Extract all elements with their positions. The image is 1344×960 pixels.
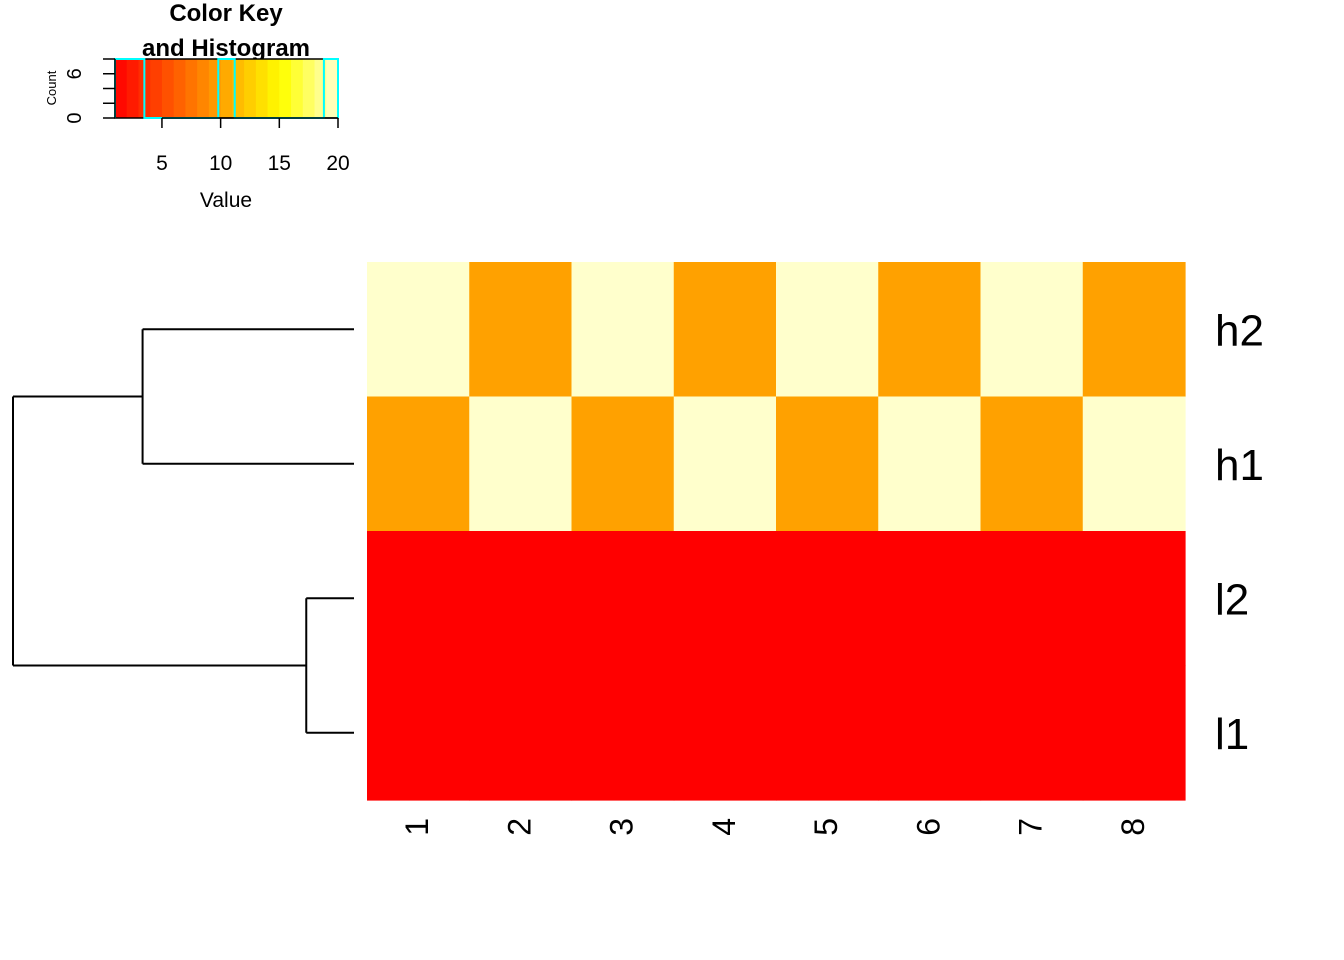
heatmap-cell [469, 262, 573, 398]
color-key-swatch [279, 59, 292, 118]
heatmap-cell [571, 531, 675, 667]
color-key-swatch [302, 59, 316, 118]
heatmap-cell [367, 531, 470, 667]
color-key-x-tick-label: 5 [156, 152, 168, 175]
heatmap-cell [776, 396, 879, 532]
color-key-swatch [244, 59, 257, 118]
heatmap-cell [367, 262, 470, 398]
color-key: Color Key and Histogram 5 10 15 20 06 Value… [44, 0, 350, 212]
heatmap-cell [1082, 665, 1186, 801]
color-key-swatch [291, 59, 304, 118]
color-key-swatch [220, 59, 233, 118]
row-label: h2 [1215, 306, 1264, 355]
column-label: 3 [604, 818, 640, 836]
column-labels: 1 2 3 4 5 6 7 8 [399, 818, 1151, 836]
color-key-title-line2: and Histogram [142, 35, 310, 62]
column-label: 6 [910, 818, 946, 836]
color-key-y-tick-label: 6 [64, 68, 86, 79]
heatmap-cell [571, 396, 675, 532]
color-key-swatch [208, 59, 222, 118]
color-key-swatch [150, 59, 163, 118]
color-key-swatch [197, 59, 210, 118]
color-key-y-axis: 06 [64, 58, 116, 124]
heatmap-cell [1082, 531, 1186, 667]
column-label: 1 [399, 818, 435, 836]
heatmap-cell [980, 262, 1084, 398]
color-key-xlabel: Value [200, 189, 252, 212]
row-label: h1 [1215, 441, 1264, 490]
color-key-swatch [185, 59, 198, 118]
row-label: l2 [1215, 575, 1249, 624]
color-key-swatch [255, 59, 269, 118]
heatmap-cell [469, 396, 573, 532]
heatmap-cell [469, 531, 573, 667]
heatmap-cell [980, 665, 1084, 801]
column-label: 2 [501, 818, 537, 836]
column-label: 4 [706, 818, 742, 836]
heatmap-cell [469, 665, 573, 801]
color-key-swatch [314, 59, 327, 118]
color-key-x-axis: 5 10 15 20 [156, 117, 350, 175]
row-label: l1 [1215, 710, 1249, 759]
heatmap-cell [673, 262, 777, 398]
row-dendrogram [12, 328, 354, 734]
color-key-histogram-line [114, 58, 339, 119]
color-key-y-tick-label: 0 [64, 112, 86, 123]
heatmap-cell [980, 531, 1084, 667]
heatmap-cell [878, 396, 982, 532]
heatmap-cell [776, 531, 879, 667]
heatmap-cell [878, 531, 982, 667]
heatmap-cells [367, 262, 1186, 801]
color-key-swatch [326, 59, 339, 118]
column-label: 7 [1013, 818, 1049, 836]
color-key-swatch [173, 59, 186, 118]
color-key-x-tick-label: 10 [209, 152, 232, 175]
color-key-swatch [161, 59, 175, 118]
heatmap-cell [776, 262, 879, 398]
color-key-histogram [114, 58, 339, 119]
heatmap-cell [878, 262, 982, 398]
row-labels: h2 h1 l2 l1 [1215, 306, 1264, 759]
heatmap-cell [980, 396, 1084, 532]
color-key-swatch [115, 59, 128, 118]
heatmap-cell [673, 396, 777, 532]
heatmap-cell [571, 665, 675, 801]
color-key-ylabel: Count [44, 70, 59, 105]
color-key-x-tick-label: 20 [326, 152, 349, 175]
color-key-title-line1: Color Key [169, 0, 283, 27]
column-label: 8 [1115, 818, 1151, 836]
heatmap-cell [878, 665, 982, 801]
heatmap-cell [571, 262, 675, 398]
color-key-x-tick-label: 15 [268, 152, 291, 175]
color-key-swatch [126, 59, 139, 118]
color-key-swatch [267, 59, 280, 118]
heatmap-cell [776, 665, 879, 801]
heatmap-cell [367, 665, 470, 801]
heatmap-cell [367, 396, 470, 532]
column-label: 5 [808, 818, 844, 836]
heatmap-cell [1082, 262, 1186, 398]
color-key-gradient [114, 58, 339, 119]
heatmap-cell [1082, 396, 1186, 532]
heatmap-cell [673, 531, 777, 667]
heatmap-cell [673, 665, 777, 801]
